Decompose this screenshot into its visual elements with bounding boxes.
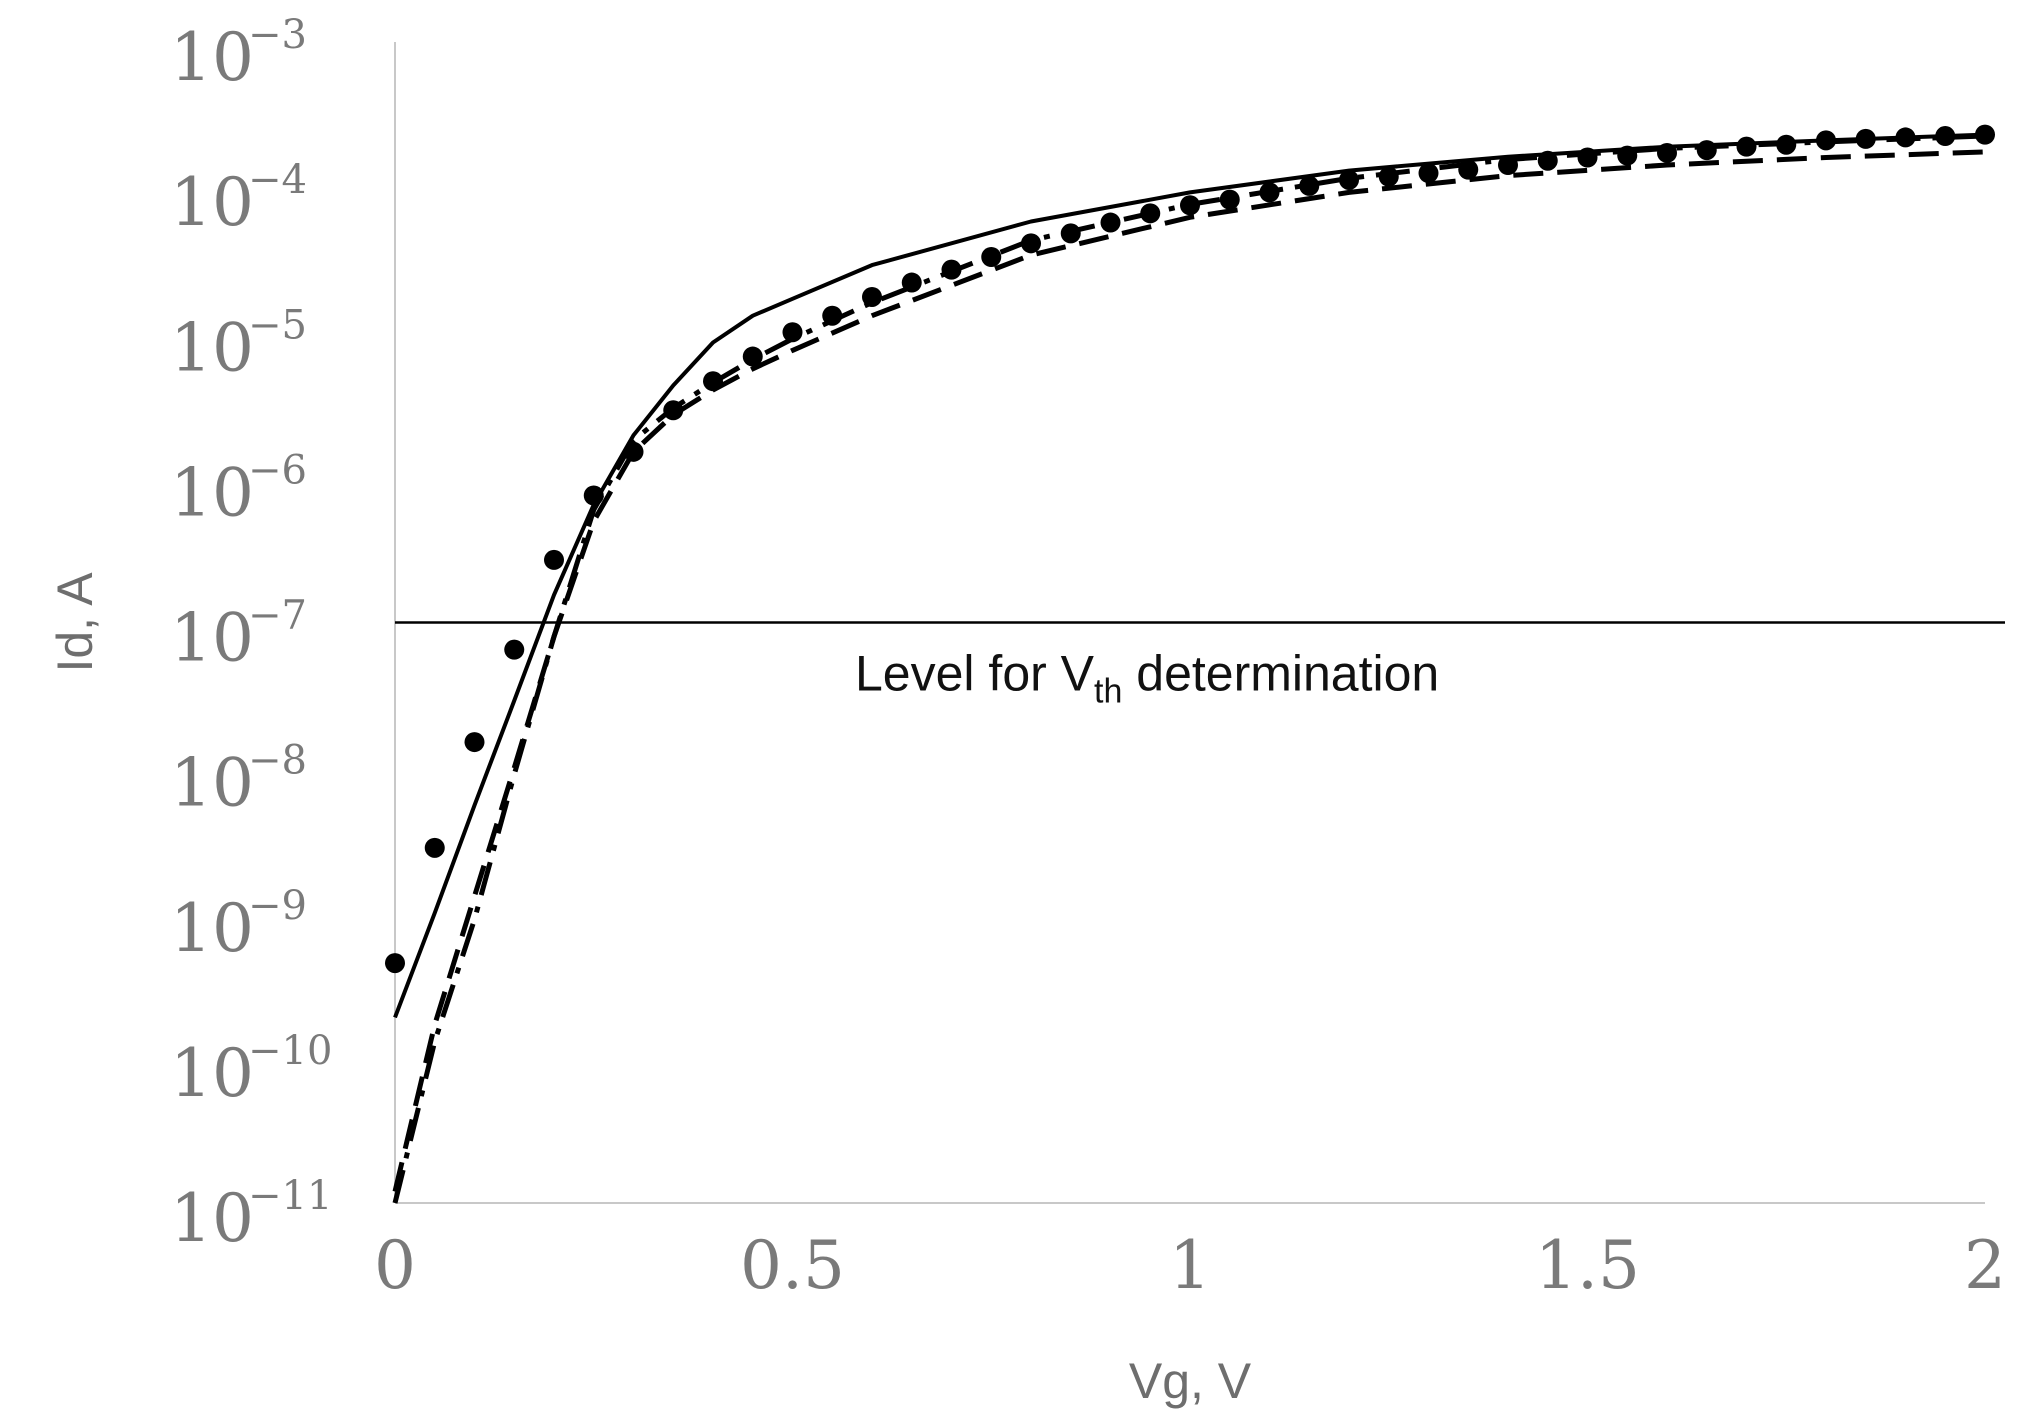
- data-point: [1657, 142, 1677, 163]
- y-tick-label: 10: [170, 309, 254, 386]
- y-tick-label: 10: [170, 454, 254, 531]
- data-point: [981, 247, 1002, 268]
- x-tick-label: 0.5: [740, 1227, 845, 1304]
- vth-annotation-subscript: th: [1094, 673, 1122, 711]
- data-point: [1219, 189, 1240, 210]
- data-point: [1021, 233, 1041, 254]
- y-tick-label: 10: [170, 745, 254, 822]
- data-point: [424, 837, 445, 858]
- data-point: [862, 286, 882, 307]
- y-axis-title: Id, A: [47, 572, 103, 673]
- series-line-dash-dot: [392, 133, 1986, 1204]
- y-tick-exponent: −8: [248, 738, 307, 784]
- y-tick-exponent: −6: [248, 447, 307, 493]
- x-tick-labels: 0 0.5 1 1.5 2: [374, 1227, 2006, 1304]
- data-point: [1299, 175, 1320, 196]
- x-axis-title: Vg, V: [1129, 1353, 1252, 1409]
- x-tick-label: 1: [1169, 1227, 1211, 1304]
- series-layer: [385, 124, 1995, 1204]
- y-tick-label: 10: [170, 1180, 254, 1257]
- data-point: [464, 732, 485, 753]
- y-tick-label: 10: [170, 600, 254, 677]
- data-point: [544, 549, 564, 570]
- series-line-dashed: [392, 149, 1986, 1193]
- data-point: [1577, 147, 1598, 168]
- data-point: [504, 639, 525, 660]
- y-tick-exponent: −10: [248, 1028, 332, 1074]
- data-point: [1537, 150, 1558, 171]
- data-point: [1696, 140, 1717, 161]
- y-tick-exponent: −11: [248, 1173, 332, 1219]
- data-point: [385, 953, 405, 974]
- data-point: [782, 322, 803, 343]
- y-tick-label: 10: [170, 1035, 254, 1112]
- series-line-solid: [393, 132, 1986, 1019]
- vth-level-annotation: Level for Vth determination: [855, 646, 1439, 711]
- data-point: [1339, 169, 1359, 190]
- y-tick-label: 10: [170, 164, 254, 241]
- data-point: [1855, 128, 1876, 149]
- data-point: [1975, 124, 1995, 145]
- y-tick-exponent: −3: [248, 12, 307, 58]
- vth-annotation-main: Level for V: [855, 646, 1095, 702]
- y-tick-label: 10: [170, 890, 254, 967]
- vth-annotation-rest: determination: [1122, 646, 1439, 702]
- y-tick-exponent: −9: [248, 883, 307, 929]
- x-tick-label: 1.5: [1535, 1227, 1640, 1304]
- x-tick-label: 2: [1964, 1227, 2006, 1304]
- y-tick-label: 10: [170, 19, 254, 96]
- x-tick-label: 0: [374, 1227, 416, 1304]
- data-point: [1935, 126, 1956, 147]
- data-point: [742, 346, 763, 367]
- series-dotted-markers: [385, 124, 1995, 974]
- data-point: [1418, 163, 1439, 184]
- y-tick-exponent: −4: [248, 157, 307, 203]
- y-tick-exponent: −7: [248, 593, 307, 639]
- y-tick-exponent: −5: [248, 302, 307, 348]
